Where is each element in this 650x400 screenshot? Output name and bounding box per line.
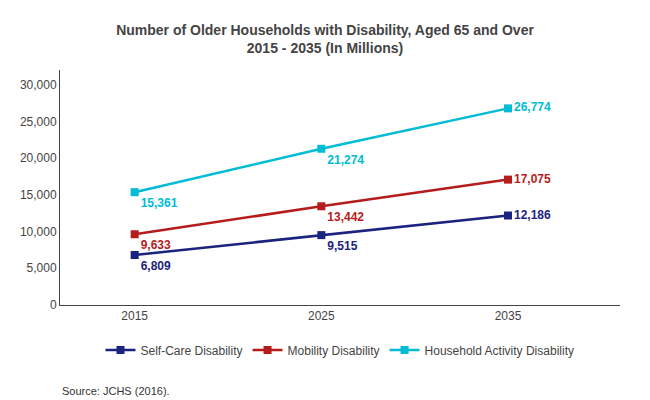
- svg-text:Mobility Disability: Mobility Disability: [288, 344, 380, 358]
- svg-text:Household Activity Disability: Household Activity Disability: [425, 344, 574, 358]
- svg-text:17,075: 17,075: [514, 172, 551, 186]
- svg-text:9,515: 9,515: [327, 239, 357, 253]
- svg-text:Number of Older Households wit: Number of Older Households with Disabili…: [116, 22, 534, 56]
- svg-text:30,000: 30,000: [20, 78, 57, 92]
- svg-text:0: 0: [50, 298, 57, 312]
- svg-text:2015: 2015: [121, 309, 148, 323]
- svg-text:Self-Care Disability: Self-Care Disability: [141, 344, 243, 358]
- svg-text:15,000: 15,000: [20, 188, 57, 202]
- svg-text:15,361: 15,361: [141, 196, 178, 210]
- svg-text:6,809: 6,809: [141, 259, 171, 273]
- svg-text:2035: 2035: [495, 309, 522, 323]
- svg-text:12,186: 12,186: [514, 208, 551, 222]
- svg-text:10,000: 10,000: [20, 225, 57, 239]
- svg-text:13,442: 13,442: [327, 210, 364, 224]
- svg-text:9,633: 9,633: [141, 238, 171, 252]
- svg-text:Source: JCHS (2016).: Source: JCHS (2016).: [62, 385, 170, 397]
- svg-text:26,774: 26,774: [514, 100, 551, 114]
- svg-text:25,000: 25,000: [20, 115, 57, 129]
- svg-text:20,000: 20,000: [20, 151, 57, 165]
- svg-text:5,000: 5,000: [27, 261, 57, 275]
- svg-text:2025: 2025: [308, 309, 335, 323]
- svg-text:21,274: 21,274: [327, 153, 364, 167]
